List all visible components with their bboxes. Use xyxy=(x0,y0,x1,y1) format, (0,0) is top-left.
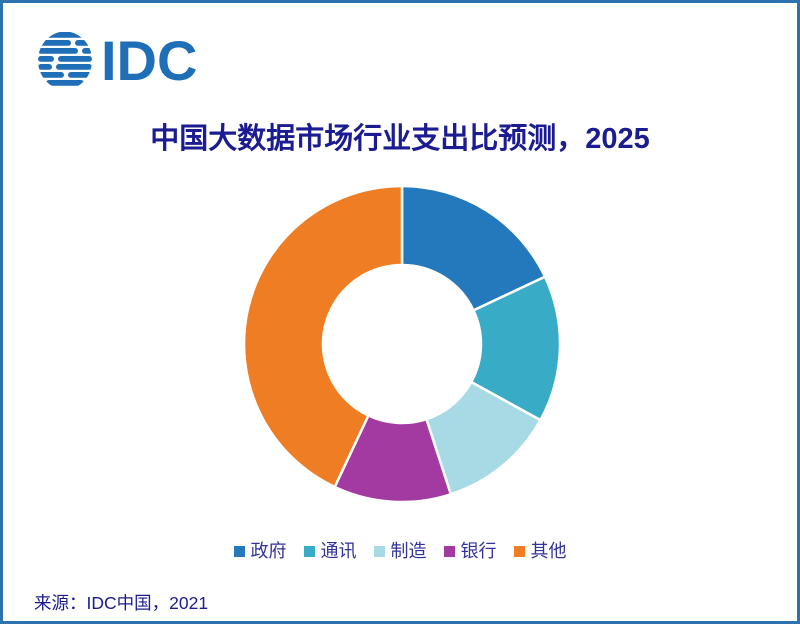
legend-swatch-icon xyxy=(303,545,315,557)
legend-item: 银行 xyxy=(443,541,497,561)
donut-segment-5 xyxy=(242,184,404,489)
globe-stripes-icon xyxy=(38,32,92,86)
legend-item: 政府 xyxy=(233,541,287,561)
legend-label: 银行 xyxy=(460,541,497,561)
idc-logo: IDC xyxy=(36,30,197,91)
legend-swatch-icon xyxy=(443,545,455,557)
chart-title: 中国大数据市场行业支出比预测，2025 xyxy=(150,123,650,155)
legend-swatch-icon xyxy=(233,545,245,557)
legend-item: 其他 xyxy=(513,541,567,561)
legend-label: 其他 xyxy=(530,541,567,561)
legend-label: 政府 xyxy=(250,541,287,561)
chart-legend: 政府 通讯 制造 银行 其他 xyxy=(3,541,797,561)
legend-swatch-icon xyxy=(373,545,385,557)
legend-swatch-icon xyxy=(513,545,525,557)
legend-label: 通讯 xyxy=(320,541,357,561)
legend-item: 通讯 xyxy=(303,541,357,561)
legend-label: 制造 xyxy=(390,541,427,561)
donut-chart-svg xyxy=(242,184,562,504)
legend-item: 制造 xyxy=(373,541,427,561)
donut-segment-1 xyxy=(400,184,547,312)
source-note: 来源：IDC中国，2021 xyxy=(34,593,209,613)
donut-chart xyxy=(222,164,582,524)
logo-text: IDC xyxy=(101,28,198,92)
